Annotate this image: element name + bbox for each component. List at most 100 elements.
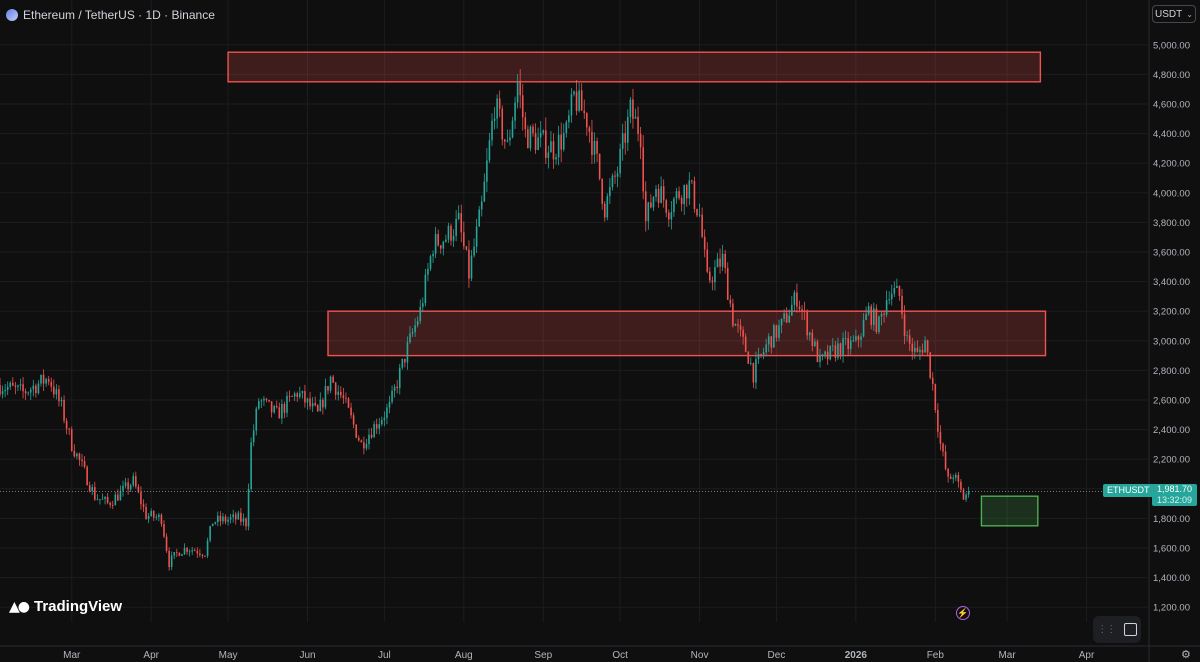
candle-body xyxy=(957,474,960,482)
candle-body xyxy=(86,466,88,486)
candle-body xyxy=(703,236,706,250)
candle-body xyxy=(924,340,926,353)
candle-body xyxy=(601,178,603,204)
candle-body xyxy=(227,519,229,522)
candle-body xyxy=(281,403,283,419)
currency-label: USDT xyxy=(1155,8,1183,20)
candle-body xyxy=(627,116,629,143)
candle-body xyxy=(770,336,773,348)
ethereum-logo-icon xyxy=(6,9,18,21)
candle-body xyxy=(150,511,152,516)
candle-body xyxy=(588,127,591,132)
candle-body xyxy=(73,450,76,457)
y-tick-label: 5,000.00 xyxy=(1153,40,1190,51)
chevron-down-icon: ⌄ xyxy=(1186,9,1193,19)
fullscreen-icon[interactable] xyxy=(1123,623,1137,636)
candle-body xyxy=(596,140,598,154)
candle-body xyxy=(762,352,765,355)
candle-body xyxy=(739,325,742,330)
candle-body xyxy=(537,137,539,150)
candle-body xyxy=(368,434,370,445)
candle-body xyxy=(388,401,391,408)
candle-body xyxy=(286,395,288,413)
candle-body xyxy=(142,504,145,507)
y-tick-label: 4,000.00 xyxy=(1153,188,1190,199)
candle-body xyxy=(383,417,386,420)
x-tick-label: May xyxy=(219,650,238,661)
y-tick-label: 4,200.00 xyxy=(1153,159,1190,170)
candle-body xyxy=(340,391,342,396)
candle-body xyxy=(304,391,306,403)
currency-selector[interactable]: USDT ⌄ xyxy=(1152,5,1196,23)
candle-body xyxy=(106,497,109,503)
candle-body xyxy=(573,91,575,95)
candle-body xyxy=(960,481,962,490)
candle-body xyxy=(903,314,906,337)
candle-body xyxy=(893,288,896,294)
y-tick-label: 3,600.00 xyxy=(1153,248,1190,259)
candle-body xyxy=(911,343,914,352)
candle-body xyxy=(952,477,955,479)
candle-body xyxy=(70,429,73,451)
candle-body xyxy=(875,308,878,332)
candle-body xyxy=(634,116,637,119)
candle-body xyxy=(568,115,570,123)
candle-body xyxy=(478,209,480,227)
symbol-title[interactable]: Ethereum / TetherUS · 1D · Binance xyxy=(23,8,215,22)
candle-body xyxy=(214,522,217,524)
candle-body xyxy=(693,181,696,209)
drag-handle-icon[interactable]: ⋮⋮ xyxy=(1097,624,1116,635)
candle-body xyxy=(88,485,91,492)
candle-body xyxy=(714,267,716,283)
candle-body xyxy=(706,249,709,272)
settings-gear-icon[interactable]: ⚙ xyxy=(1181,649,1191,661)
candle-body xyxy=(263,398,265,401)
candle-body xyxy=(65,420,68,429)
candle-body xyxy=(375,424,378,429)
candle-body xyxy=(603,203,606,218)
y-tick-label: 1,600.00 xyxy=(1153,544,1190,555)
zone-red xyxy=(227,51,1042,83)
candle-body xyxy=(860,336,862,340)
candle-body xyxy=(491,120,493,141)
candle-body xyxy=(432,253,434,257)
chart-header: Ethereum / TetherUS · 1D · Binance xyxy=(6,6,215,24)
candle-body xyxy=(591,131,593,155)
candle-body xyxy=(76,453,78,457)
candle-body xyxy=(117,494,119,501)
candle-body xyxy=(19,384,22,386)
candle-body xyxy=(657,188,660,203)
candle-body xyxy=(393,386,396,391)
candle-body xyxy=(798,306,801,310)
candle-body xyxy=(168,550,170,568)
candle-body xyxy=(22,384,24,392)
candle-body xyxy=(378,424,381,429)
candle-body xyxy=(24,391,27,394)
candle-body xyxy=(755,359,757,383)
lightning-icon[interactable]: ⚡ xyxy=(956,606,970,620)
candle-body xyxy=(475,226,478,247)
candle-body xyxy=(0,385,1,395)
candle-body xyxy=(314,403,316,406)
candle-body xyxy=(114,494,117,506)
candle-body xyxy=(496,98,498,119)
candle-body xyxy=(819,355,821,362)
candle-body xyxy=(696,208,698,216)
candle-body xyxy=(847,338,849,350)
candle-body xyxy=(132,476,135,486)
candle-body xyxy=(867,306,870,315)
candle-body xyxy=(12,382,14,386)
candle-body xyxy=(857,336,860,340)
candle-body xyxy=(350,407,352,416)
candle-body xyxy=(255,408,258,431)
candle-body xyxy=(668,212,670,220)
candle-body xyxy=(516,81,519,103)
candle-body xyxy=(616,173,619,177)
candle-body xyxy=(575,91,578,111)
candle-body xyxy=(965,494,967,500)
candle-body xyxy=(83,461,86,467)
candle-body xyxy=(211,523,214,527)
candle-body xyxy=(140,492,142,505)
